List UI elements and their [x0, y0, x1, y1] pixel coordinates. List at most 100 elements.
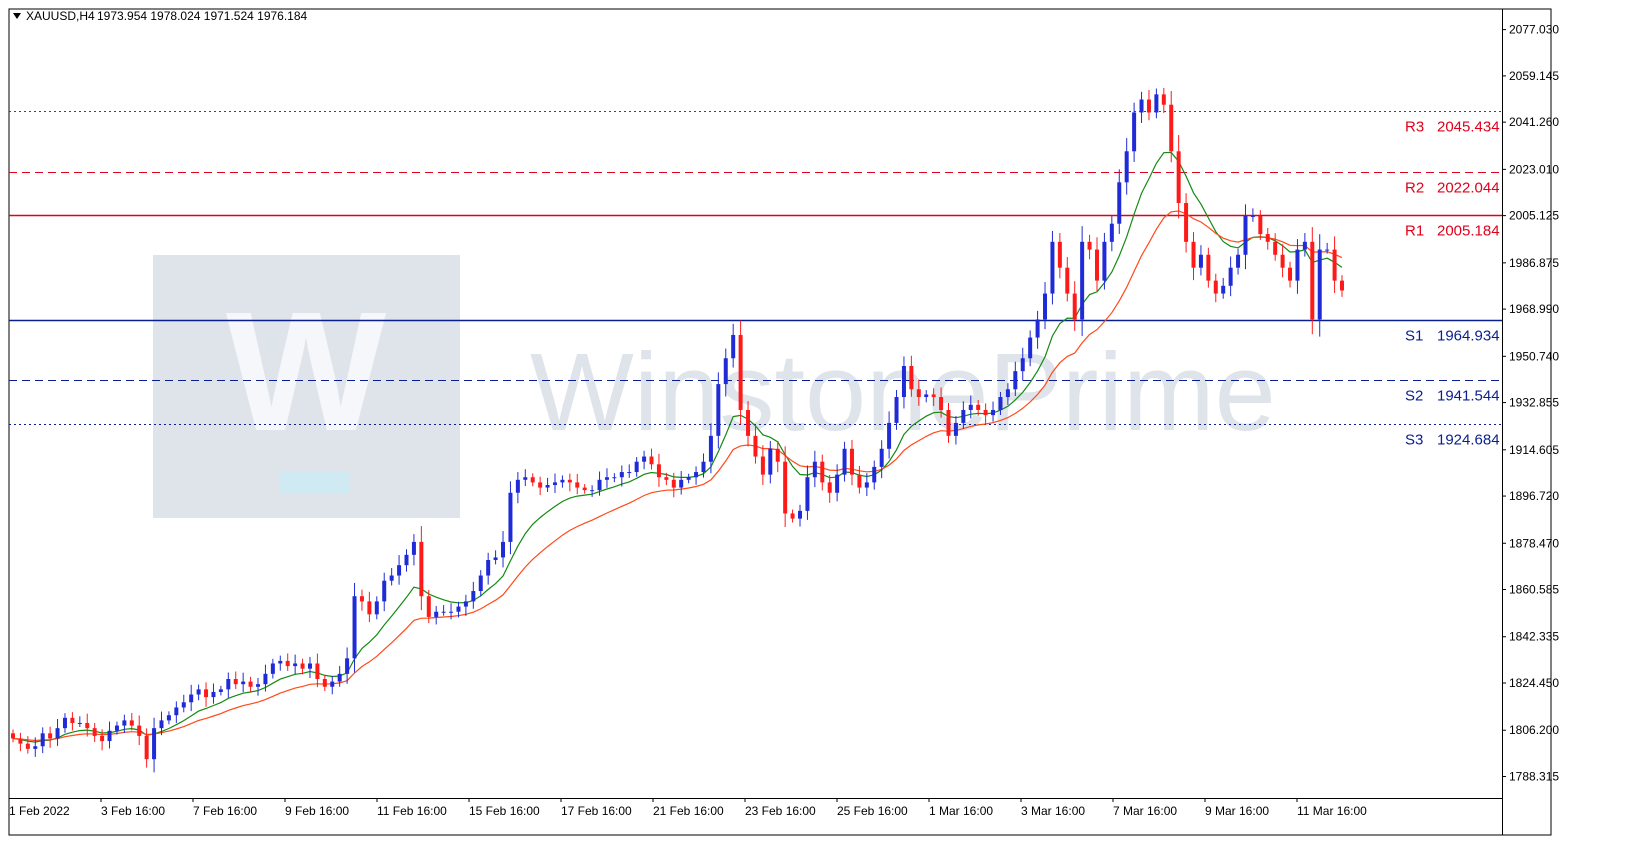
x-tick-label: 11 Mar 16:00 [1297, 804, 1367, 818]
candle-body [916, 389, 921, 398]
candle-body [1317, 249, 1322, 320]
y-tick-label: 2059.145 [1509, 69, 1559, 83]
candle-body [166, 715, 171, 721]
candle-body [567, 479, 572, 483]
candle-body [798, 510, 803, 519]
candle-body [560, 479, 565, 483]
candle-body [1258, 215, 1263, 235]
candle-body [426, 596, 431, 617]
candle-body [322, 679, 327, 687]
candle-body [478, 575, 483, 592]
level-label-r2: R2 [1405, 180, 1424, 197]
candle-body [1325, 249, 1330, 251]
candle-body [738, 334, 743, 410]
candle-body [486, 560, 491, 576]
candle-body [55, 728, 60, 739]
candle-body [256, 684, 261, 687]
candle-body [983, 409, 988, 416]
candle-body [1280, 254, 1285, 268]
candle-body [1228, 267, 1233, 286]
candle-body [196, 689, 201, 695]
candle-body [389, 575, 394, 581]
candle-body [879, 448, 884, 467]
candle-body [1028, 337, 1033, 359]
candle-body [634, 461, 639, 473]
y-tick-label: 2005.125 [1509, 209, 1559, 223]
level-label-s3: S3 [1405, 432, 1423, 449]
candle-body [619, 472, 624, 478]
candle-body [1176, 151, 1181, 204]
candle-body [946, 409, 951, 436]
candle-body [827, 482, 832, 493]
y-tick-label: 2023.010 [1509, 162, 1559, 176]
candle-body [894, 397, 899, 423]
level-value-s2: 1941.544 [1437, 388, 1500, 405]
candle-body [1050, 241, 1055, 294]
candle-body [1020, 358, 1025, 372]
ema-line-21 [12, 210, 1343, 742]
candle-body [315, 663, 320, 680]
candle-body [174, 707, 179, 716]
candle-body [92, 728, 97, 736]
candle-body [248, 681, 253, 687]
candle-body [181, 702, 186, 708]
candle-body [137, 725, 142, 736]
candle-body [1124, 151, 1129, 183]
candle-body [122, 720, 127, 726]
candle-body [419, 541, 424, 597]
candle-body [471, 591, 476, 602]
x-tick-label: 15 Feb 16:00 [469, 804, 540, 818]
candle-body [790, 513, 795, 519]
candle-body [909, 365, 914, 390]
y-tick-label: 1986.875 [1509, 256, 1559, 270]
candle-body [835, 474, 840, 493]
y-tick-label: 2077.030 [1509, 23, 1559, 37]
candle-body [278, 660, 283, 664]
candle-body [864, 482, 869, 488]
candle-body [901, 365, 906, 398]
candle-body [40, 733, 45, 747]
candle-body [849, 448, 854, 475]
x-tick-label: 21 Feb 16:00 [653, 804, 724, 818]
candle-body [939, 397, 944, 410]
x-tick-label: 1 Mar 16:00 [929, 804, 993, 818]
candle-body [820, 461, 825, 483]
ema-line-10 [12, 151, 1343, 743]
candle-body [783, 461, 788, 514]
candle-body [100, 735, 105, 742]
candle-body [1191, 241, 1196, 268]
level-label-s1: S1 [1405, 328, 1423, 345]
candle-body [872, 466, 877, 483]
level-label-s2: S2 [1405, 388, 1423, 405]
candle-body [760, 456, 765, 475]
x-tick-label: 1 Feb 2022 [9, 804, 70, 818]
triangle-down-icon[interactable] [13, 13, 21, 19]
candle-body [189, 694, 194, 703]
ema-layer [12, 151, 1343, 743]
candle-body [62, 717, 67, 729]
candle-body [1340, 280, 1344, 291]
candle-body [70, 717, 75, 723]
candle-body [775, 448, 780, 462]
candle-body [545, 484, 550, 488]
candle-body [1332, 249, 1337, 281]
candle-body [604, 477, 609, 480]
candle-body [270, 663, 275, 674]
candle-body [1065, 267, 1070, 294]
x-tick-label: 7 Mar 16:00 [1113, 804, 1177, 818]
y-tick-label: 1824.450 [1509, 676, 1559, 690]
candle-body [961, 409, 966, 423]
candle-body [968, 404, 973, 410]
candle-body [226, 679, 231, 690]
candle-body [1005, 389, 1010, 398]
candle-body [530, 477, 535, 483]
candle-body [716, 384, 721, 436]
candle-body [397, 565, 402, 576]
candle-body [1013, 371, 1018, 390]
candle-body [404, 554, 409, 566]
level-label-r1: R1 [1405, 223, 1424, 240]
x-tick-label: 9 Feb 16:00 [285, 804, 349, 818]
candle-body [441, 611, 446, 613]
